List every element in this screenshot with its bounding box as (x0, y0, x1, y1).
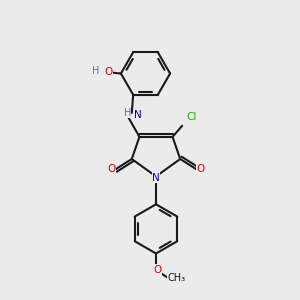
Text: O: O (196, 164, 205, 175)
Text: O: O (153, 265, 162, 275)
Text: Cl: Cl (186, 112, 196, 122)
Text: CH₃: CH₃ (168, 273, 186, 284)
Text: O: O (108, 164, 116, 175)
Text: H: H (92, 65, 99, 76)
Text: H: H (124, 108, 131, 118)
Text: N: N (152, 173, 160, 183)
Text: O: O (104, 67, 112, 77)
Text: N: N (134, 110, 142, 120)
